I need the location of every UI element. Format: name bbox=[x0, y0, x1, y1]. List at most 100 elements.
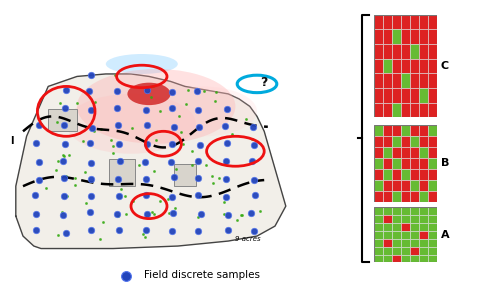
Point bbox=[128, 126, 136, 130]
Bar bbox=[392, 223, 401, 231]
Point bbox=[86, 141, 94, 145]
Point bbox=[111, 73, 119, 77]
Point bbox=[156, 109, 164, 114]
Bar bbox=[410, 223, 418, 231]
Bar bbox=[374, 223, 383, 231]
Text: I: I bbox=[10, 136, 14, 146]
Point bbox=[72, 183, 80, 188]
Point bbox=[108, 144, 116, 149]
Bar bbox=[383, 147, 392, 158]
Bar bbox=[110, 159, 134, 186]
Bar bbox=[410, 88, 418, 103]
Bar bbox=[374, 215, 383, 223]
Bar bbox=[410, 255, 418, 262]
Point bbox=[62, 230, 70, 235]
Bar bbox=[383, 239, 392, 247]
Bar bbox=[428, 239, 436, 247]
Point bbox=[36, 160, 44, 165]
Point bbox=[113, 105, 121, 110]
Bar bbox=[392, 239, 401, 247]
Point bbox=[142, 228, 150, 232]
Point bbox=[142, 108, 150, 113]
Point bbox=[86, 107, 94, 112]
Bar bbox=[428, 73, 436, 88]
Ellipse shape bbox=[106, 54, 178, 74]
Point bbox=[175, 114, 183, 119]
Bar bbox=[374, 44, 383, 59]
Bar bbox=[48, 109, 77, 131]
Bar bbox=[383, 255, 392, 262]
Bar bbox=[374, 207, 383, 215]
Point bbox=[182, 102, 190, 107]
Point bbox=[62, 174, 70, 179]
Point bbox=[87, 227, 95, 232]
Point bbox=[61, 105, 69, 110]
Text: Field discrete samples: Field discrete samples bbox=[144, 271, 260, 280]
Point bbox=[86, 210, 94, 215]
Bar bbox=[383, 73, 392, 88]
Point bbox=[87, 177, 95, 182]
Point bbox=[54, 159, 62, 164]
Bar bbox=[374, 125, 383, 136]
Point bbox=[170, 125, 178, 130]
Point bbox=[116, 159, 124, 163]
Point bbox=[172, 166, 180, 171]
Bar bbox=[428, 44, 436, 59]
Bar bbox=[401, 136, 409, 147]
Point bbox=[221, 123, 229, 128]
Bar bbox=[401, 215, 409, 223]
Point bbox=[194, 229, 202, 234]
Bar bbox=[374, 136, 383, 147]
Point bbox=[233, 218, 241, 223]
Bar bbox=[410, 191, 418, 202]
Bar bbox=[374, 158, 383, 168]
Bar bbox=[374, 231, 383, 239]
Bar bbox=[410, 215, 418, 223]
Bar bbox=[392, 180, 401, 191]
Point bbox=[52, 120, 60, 125]
Bar bbox=[418, 103, 428, 117]
Point bbox=[32, 141, 40, 146]
Point bbox=[242, 117, 250, 122]
Bar bbox=[383, 207, 392, 215]
Point bbox=[60, 175, 68, 180]
Bar bbox=[410, 207, 418, 215]
Bar bbox=[401, 158, 409, 168]
Point bbox=[87, 73, 95, 78]
Bar bbox=[428, 191, 436, 202]
Point bbox=[169, 211, 177, 216]
Bar bbox=[392, 215, 401, 223]
Bar bbox=[410, 168, 418, 180]
Bar bbox=[418, 88, 428, 103]
Point bbox=[150, 212, 158, 216]
Bar bbox=[392, 44, 401, 59]
Point bbox=[88, 160, 96, 165]
Bar bbox=[418, 255, 428, 262]
Bar bbox=[374, 59, 383, 73]
Point bbox=[167, 160, 175, 164]
Point bbox=[150, 168, 158, 173]
Point bbox=[114, 213, 122, 218]
Point bbox=[188, 149, 196, 153]
Bar bbox=[383, 136, 392, 147]
Bar bbox=[401, 255, 409, 262]
Point bbox=[35, 178, 43, 182]
Point bbox=[168, 90, 176, 94]
Point bbox=[196, 143, 204, 147]
Bar bbox=[428, 180, 436, 191]
Point bbox=[200, 88, 208, 93]
Point bbox=[224, 212, 232, 217]
Point bbox=[99, 219, 107, 224]
Point bbox=[188, 162, 196, 167]
Bar bbox=[383, 125, 392, 136]
Point bbox=[194, 159, 202, 163]
Point bbox=[171, 206, 179, 210]
Point bbox=[122, 194, 130, 198]
Bar bbox=[410, 44, 418, 59]
Bar bbox=[418, 14, 428, 29]
Point bbox=[222, 176, 230, 181]
Bar bbox=[383, 44, 392, 59]
Point bbox=[170, 175, 177, 180]
Point bbox=[60, 154, 68, 158]
Bar bbox=[383, 29, 392, 44]
